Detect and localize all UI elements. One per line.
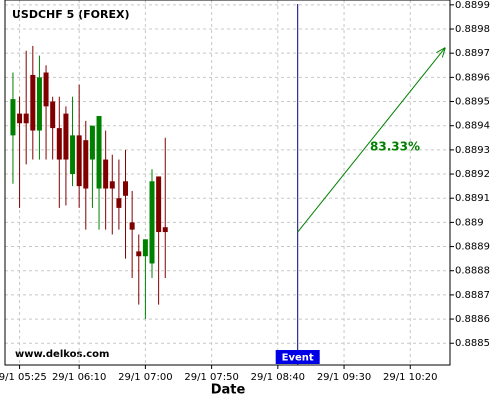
y-tick-label: 0.889 bbox=[455, 217, 484, 228]
candle-body bbox=[156, 176, 162, 233]
y-tick-label: 0.8886 bbox=[455, 314, 490, 325]
candle-body bbox=[76, 135, 82, 187]
y-tick-label: 0.8888 bbox=[455, 266, 490, 277]
x-tick-label: 29/1 08:40 bbox=[251, 372, 305, 383]
x-tick-label: 29/1 07:50 bbox=[184, 372, 238, 383]
candle-body bbox=[50, 101, 56, 129]
x-tick-label: 29/1 07:00 bbox=[118, 372, 172, 383]
annotation-arrow bbox=[297, 48, 445, 233]
y-tick-label: 0.8898 bbox=[455, 24, 490, 35]
y-tick-label: 0.8894 bbox=[455, 121, 490, 132]
chart-title: USDCHF 5 (FOREX) bbox=[12, 8, 129, 21]
event-label: Event bbox=[282, 353, 314, 364]
y-tick-label: 0.8889 bbox=[455, 242, 490, 253]
candle-body bbox=[96, 116, 102, 189]
candle-body bbox=[70, 135, 76, 175]
candle-body bbox=[136, 251, 142, 257]
y-tick-label: 0.8893 bbox=[455, 145, 490, 156]
y-tick-label: 0.8897 bbox=[455, 48, 490, 59]
candle-body bbox=[123, 181, 129, 196]
candle-body bbox=[116, 198, 122, 208]
y-tick-label: 0.8892 bbox=[455, 169, 490, 180]
candle-body bbox=[149, 181, 155, 264]
candle-body bbox=[30, 74, 36, 131]
candle-body bbox=[89, 125, 95, 160]
plot-border bbox=[4, 0, 451, 366]
candle-body bbox=[142, 239, 148, 257]
y-tick-label: 0.8887 bbox=[455, 290, 490, 301]
candle-body bbox=[109, 181, 115, 189]
x-tick-label: 29/1 10:20 bbox=[383, 372, 437, 383]
x-tick-label: 29/1 05:25 bbox=[0, 372, 47, 383]
candle-body bbox=[56, 128, 62, 160]
candle-body bbox=[103, 159, 109, 189]
candle-body bbox=[162, 227, 168, 233]
y-tick-label: 0.8896 bbox=[455, 72, 490, 83]
y-tick-label: 0.8891 bbox=[455, 193, 490, 204]
candle-body bbox=[63, 113, 69, 160]
y-tick-label: 0.8899 bbox=[455, 0, 490, 11]
y-tick-label: 0.8885 bbox=[455, 338, 490, 349]
x-tick-label: 29/1 06:10 bbox=[52, 372, 106, 383]
candle-body bbox=[23, 113, 29, 124]
x-tick-label: 29/1 09:30 bbox=[317, 372, 371, 383]
candle-body bbox=[17, 113, 23, 124]
candle-body bbox=[129, 222, 135, 230]
candle-body bbox=[83, 140, 89, 189]
event-label-box bbox=[275, 350, 320, 364]
annotation-text: 83.33% bbox=[370, 140, 420, 154]
candle-body bbox=[10, 99, 16, 136]
y-tick-label: 0.8895 bbox=[455, 97, 490, 108]
watermark: www.delkos.com bbox=[15, 349, 109, 360]
x-axis-label: Date bbox=[211, 383, 246, 398]
candle-body bbox=[36, 77, 42, 131]
candle-body bbox=[43, 72, 49, 107]
